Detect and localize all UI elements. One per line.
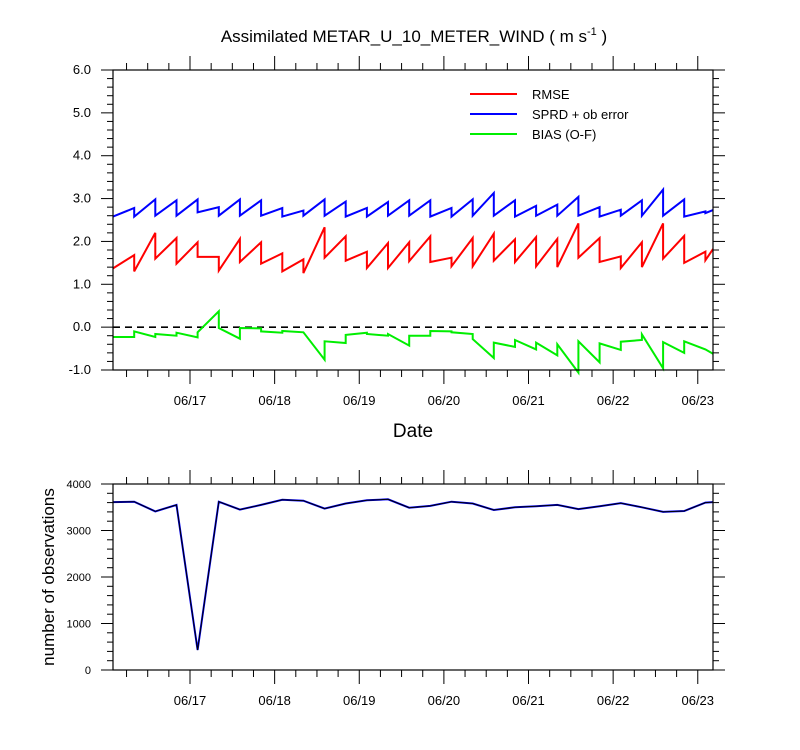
bottom-xtick-label: 06/19: [343, 693, 376, 708]
top-ytick-label: 4.0: [73, 148, 91, 163]
bottom-xtick-label: 06/17: [174, 693, 207, 708]
legend-label: SPRD + ob error: [532, 107, 629, 122]
top-chart: -1.0 0.0 1.0 2.0 3.0 4.0 5.0 6.0 06/17 06/18 06/19…: [69, 56, 725, 408]
top-ytick-label: 5.0: [73, 105, 91, 120]
top-plot-frame: [112, 69, 714, 371]
top-chart-title: Assimilated METAR_U_10_METER_WIND ( m s-…: [221, 26, 607, 46]
top-ytick-label: 6.0: [73, 62, 91, 77]
bottom-xtick-label: 06/18: [258, 693, 291, 708]
bottom-xtick-label: 06/21: [512, 693, 545, 708]
top-series-line-sprd-ob-error: [112, 186, 714, 219]
bottom-chart: 0 1000 2000 3000 4000 06/17 06/18 06/19 06/20 06/…: [67, 470, 725, 708]
top-xtick-label: 06/20: [428, 393, 461, 408]
bottom-xtick-label: 06/22: [597, 693, 630, 708]
top-chart-title-main: Assimilated METAR_U_10_METER_WIND ( m s: [221, 27, 587, 46]
bottom-ytick-label: 0: [85, 665, 91, 677]
top-xtick-label: 06/21: [512, 393, 545, 408]
top-xtick-label: 06/17: [174, 393, 207, 408]
top-ytick-label: 3.0: [73, 191, 91, 206]
top-chart-title-end: ): [597, 27, 607, 46]
top-xtick-label: 06/23: [681, 393, 714, 408]
bottom-ytick-label: 1000: [67, 619, 91, 631]
bottom-xtick-label: 06/20: [428, 693, 461, 708]
bottom-xtick-label: 06/23: [681, 693, 714, 708]
bottom-series-line-series-0: [112, 498, 714, 651]
top-xtick-label: 06/19: [343, 393, 376, 408]
top-ytick-label: 0.0: [73, 319, 91, 334]
legend-label: RMSE: [532, 87, 570, 102]
top-ytick-label: 1.0: [73, 276, 91, 291]
bottom-ytick-label: 3000: [67, 526, 91, 538]
top-chart-xlabel: Date: [393, 421, 433, 442]
legend-label: BIAS (O-F): [532, 127, 596, 142]
bottom-chart-ylabel: number of observations: [39, 488, 58, 666]
top-xtick-label: 06/22: [597, 393, 630, 408]
top-series-line-bias-o-f: [113, 308, 714, 376]
top-chart-title-superscript: -1: [587, 26, 597, 38]
top-series-line-rmse: [112, 222, 714, 274]
bottom-series-line-series-1: [112, 498, 714, 651]
bottom-ytick-label: 2000: [67, 572, 91, 584]
bottom-plot-frame: [112, 483, 714, 671]
bottom-ytick-label: 4000: [67, 479, 91, 491]
top-ytick-label: 2.0: [73, 233, 91, 248]
top-ytick-label: -1.0: [69, 362, 91, 377]
top-xtick-label: 06/18: [258, 393, 291, 408]
